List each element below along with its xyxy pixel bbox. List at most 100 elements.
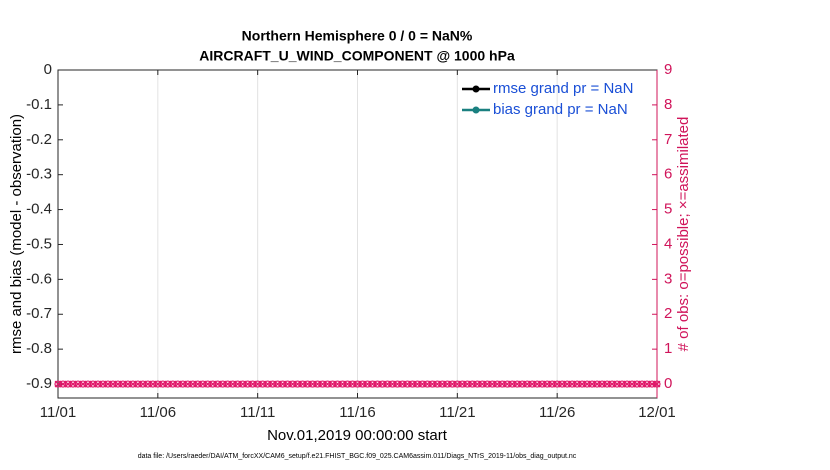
obs-assimilated-marker xyxy=(448,380,456,388)
obs-assimilated-marker xyxy=(334,380,341,388)
legend-marker xyxy=(472,106,480,114)
obs-possible-marker xyxy=(408,380,417,388)
obs-assimilated-marker xyxy=(438,380,446,388)
obs-assimilated-marker xyxy=(149,380,157,388)
obs-assimilated-marker xyxy=(339,380,346,388)
obs-assimilated-marker xyxy=(588,380,596,388)
obs-assimilated-marker xyxy=(69,380,77,388)
obs-possible-marker xyxy=(363,380,372,388)
obs-possible-marker xyxy=(333,380,342,388)
obs-assimilated-marker xyxy=(189,380,197,388)
obs-assimilated-marker xyxy=(259,380,267,388)
legend-marker xyxy=(472,85,480,93)
obs-possible-marker xyxy=(104,380,112,388)
obs-assimilated-marker xyxy=(104,380,112,388)
obs-assimilated-marker xyxy=(568,380,576,388)
y2-tick-label: 7 xyxy=(664,131,672,148)
obs-assimilated-marker xyxy=(184,380,192,388)
obs-assimilated-marker xyxy=(169,380,177,388)
obs-possible-marker xyxy=(523,380,531,388)
obs-possible-marker xyxy=(69,380,77,388)
obs-possible-marker xyxy=(508,380,516,388)
obs-possible-marker xyxy=(373,380,382,388)
obs-assimilated-marker xyxy=(598,380,606,388)
obs-possible-marker xyxy=(239,380,247,388)
obs-assimilated-marker xyxy=(518,380,526,388)
obs-assimilated-marker xyxy=(638,380,646,388)
obs-possible-marker xyxy=(284,380,292,388)
obs-possible-marker xyxy=(563,380,571,388)
obs-possible-marker xyxy=(653,380,661,388)
obs-possible-marker xyxy=(174,380,182,388)
obs-possible-marker xyxy=(588,380,596,388)
obs-assimilated-marker xyxy=(309,380,316,388)
y-tick-label: -0.1 xyxy=(26,96,52,113)
obs-possible-marker xyxy=(59,380,67,388)
obs-assimilated-marker xyxy=(483,380,491,388)
obs-assimilated-marker xyxy=(389,380,396,388)
obs-possible-marker xyxy=(443,380,451,388)
obs-assimilated-marker xyxy=(643,380,651,388)
obs-possible-marker xyxy=(204,380,212,388)
obs-assimilated-marker xyxy=(79,380,87,388)
obs-possible-marker xyxy=(518,380,526,388)
obs-possible-marker xyxy=(468,380,476,388)
obs-assimilated-marker xyxy=(314,380,321,388)
obs-assimilated-marker xyxy=(54,380,62,388)
obs-possible-marker xyxy=(254,380,262,388)
obs-possible-marker xyxy=(134,380,142,388)
y2-tick-label: 9 xyxy=(664,61,672,78)
obs-possible-marker xyxy=(578,380,586,388)
obs-possible-marker xyxy=(214,380,222,388)
obs-assimilated-marker xyxy=(214,380,222,388)
obs-possible-marker xyxy=(383,380,392,388)
obs-assimilated-marker xyxy=(573,380,581,388)
obs-possible-marker xyxy=(633,380,641,388)
obs-assimilated-marker xyxy=(209,380,217,388)
obs-possible-marker xyxy=(89,380,97,388)
obs-possible-marker xyxy=(548,380,556,388)
obs-assimilated-marker xyxy=(443,380,451,388)
obs-assimilated-marker xyxy=(648,380,656,388)
obs-assimilated-marker xyxy=(254,380,262,388)
obs-possible-marker xyxy=(418,380,426,388)
obs-possible-marker xyxy=(498,380,506,388)
x-tick-label: 11/11 xyxy=(240,404,275,421)
obs-assimilated-marker xyxy=(289,380,297,388)
obs-possible-marker xyxy=(608,380,616,388)
obs-possible-marker xyxy=(438,380,446,388)
obs-assimilated-marker xyxy=(433,380,441,388)
obs-possible-marker xyxy=(54,380,62,388)
obs-possible-marker xyxy=(74,380,82,388)
obs-possible-marker xyxy=(593,380,601,388)
obs-assimilated-marker xyxy=(114,380,122,388)
y-tick-label: -0.5 xyxy=(26,235,52,252)
obs-possible-marker xyxy=(598,380,606,388)
y-tick-label: -0.7 xyxy=(26,305,52,322)
obs-possible-marker xyxy=(249,380,257,388)
obs-assimilated-marker xyxy=(239,380,247,388)
obs-possible-marker xyxy=(318,380,327,388)
obs-assimilated-marker xyxy=(199,380,207,388)
obs-possible-marker xyxy=(513,380,521,388)
obs-possible-marker xyxy=(368,380,377,388)
footnote: data file: /Users/raeder/DAI/ATM_forcXX/… xyxy=(138,453,577,460)
obs-possible-marker xyxy=(99,380,107,388)
obs-assimilated-marker xyxy=(633,380,641,388)
obs-assimilated-marker xyxy=(204,380,212,388)
obs-assimilated-marker xyxy=(349,380,356,388)
y-tick-label: -0.6 xyxy=(26,270,52,287)
obs-assimilated-marker xyxy=(249,380,257,388)
obs-assimilated-marker xyxy=(623,380,631,388)
y-tick-label: -0.8 xyxy=(26,340,52,357)
obs-possible-marker xyxy=(84,380,92,388)
obs-possible-marker xyxy=(573,380,581,388)
obs-possible-marker xyxy=(154,380,162,388)
obs-assimilated-marker xyxy=(413,380,421,388)
obs-assimilated-marker xyxy=(219,380,227,388)
obs-possible-marker xyxy=(458,380,466,388)
y2-tick-label: 2 xyxy=(664,305,672,322)
obs-possible-marker xyxy=(433,380,441,388)
obs-assimilated-marker xyxy=(274,380,282,388)
y2-tick-label: 8 xyxy=(664,96,672,113)
